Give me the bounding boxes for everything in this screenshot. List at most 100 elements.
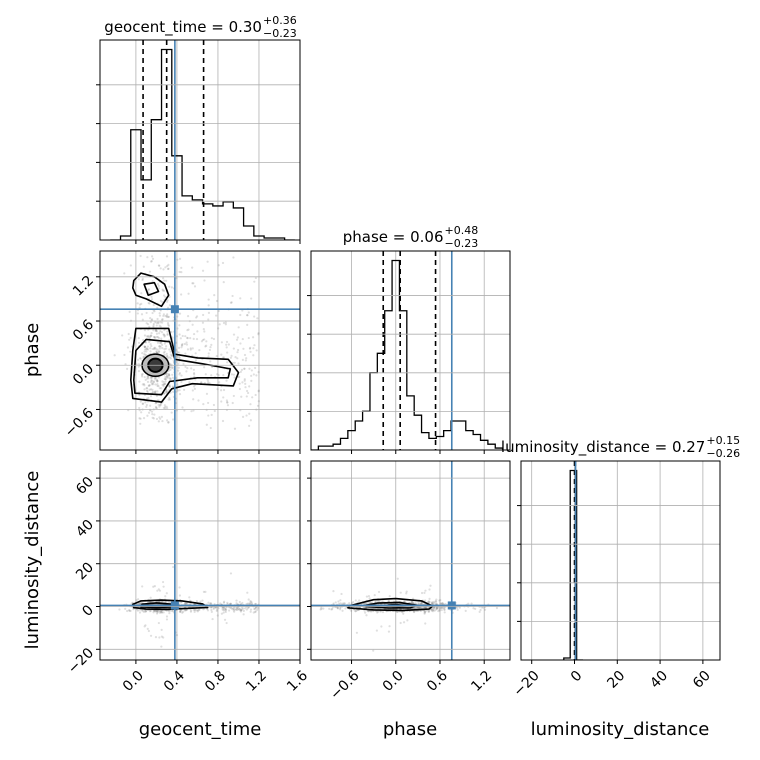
sample-point	[430, 609, 434, 612]
sample-point	[189, 609, 193, 612]
sample-point	[417, 601, 420, 604]
sample-point	[149, 334, 152, 337]
sample-point	[376, 610, 380, 613]
sample-point	[233, 610, 236, 613]
sample-point	[170, 365, 173, 368]
sample-point	[255, 349, 258, 352]
sample-point	[474, 607, 477, 610]
sample-point	[142, 338, 145, 342]
sample-point	[176, 327, 179, 330]
sample-point	[256, 404, 260, 407]
sample-point	[138, 303, 142, 306]
sample-point	[249, 599, 252, 603]
sample-point	[178, 594, 182, 597]
sample-point	[150, 255, 154, 258]
sample-point	[215, 608, 219, 611]
sample-point	[172, 390, 175, 393]
sample-point	[131, 601, 134, 604]
sample-point	[206, 378, 209, 381]
sample-point	[153, 609, 156, 612]
panel-content	[563, 461, 584, 660]
sample-point	[198, 608, 201, 612]
sample-point	[150, 334, 153, 337]
sample-point	[143, 384, 146, 387]
sample-point	[196, 330, 199, 333]
sample-point	[322, 607, 325, 610]
sample-point	[140, 292, 143, 295]
sample-point	[156, 610, 160, 613]
sample-point	[224, 321, 227, 324]
sample-point	[149, 388, 153, 391]
sample-point	[420, 606, 423, 610]
sample-point	[138, 602, 141, 605]
sample-point	[434, 600, 438, 603]
sample-point	[181, 611, 184, 614]
sample-point	[226, 361, 229, 364]
sample-point	[250, 600, 253, 603]
sample-point	[355, 631, 358, 634]
sample-point	[246, 323, 249, 326]
sample-point	[249, 403, 252, 406]
sample-point	[250, 379, 253, 382]
sample-point	[155, 330, 159, 333]
x-tick-label: 0.0	[380, 668, 407, 695]
sample-point	[129, 336, 132, 339]
sample-point	[143, 355, 146, 358]
sample-point	[159, 404, 162, 407]
sample-point	[168, 383, 171, 387]
sample-point	[136, 358, 140, 361]
sample-point	[336, 606, 339, 609]
sample-point	[162, 636, 165, 639]
sample-point	[230, 301, 233, 304]
sample-point	[343, 602, 346, 605]
y-tick-label: 20	[73, 559, 97, 583]
sample-point	[160, 387, 163, 390]
sample-point	[238, 382, 241, 385]
sample-point	[170, 286, 174, 289]
sample-point	[160, 318, 164, 321]
sample-point	[243, 379, 246, 382]
sample-point	[145, 322, 148, 325]
sample-point	[165, 405, 168, 408]
sample-point	[222, 611, 225, 614]
sample-point	[205, 340, 208, 343]
sample-point	[186, 315, 190, 318]
sample-point	[175, 349, 178, 352]
sample-point	[166, 322, 170, 325]
sample-point	[151, 388, 154, 391]
sample-point	[166, 332, 169, 335]
sample-point	[178, 324, 181, 327]
sample-point	[164, 378, 168, 381]
sample-point	[435, 607, 439, 610]
sample-point	[387, 630, 391, 633]
sample-point	[187, 292, 190, 295]
sample-point	[168, 398, 171, 401]
sample-point	[215, 609, 218, 613]
sample-point	[194, 609, 197, 612]
sample-point	[158, 345, 161, 348]
sample-point	[232, 394, 235, 398]
sample-point	[154, 376, 157, 379]
sample-point	[179, 609, 182, 612]
sample-point	[157, 621, 160, 625]
sample-point	[158, 611, 162, 614]
sample-point	[147, 340, 151, 344]
sample-point	[212, 607, 215, 610]
sample-point	[412, 610, 416, 614]
sample-point	[251, 336, 255, 339]
sample-point	[192, 398, 195, 401]
sample-point	[206, 609, 210, 612]
sample-point	[175, 360, 178, 363]
sample-point	[229, 602, 232, 605]
sample-point	[237, 362, 240, 365]
sample-point	[241, 601, 244, 605]
sample-point	[143, 345, 146, 348]
sample-point	[181, 342, 184, 346]
x-tick-label: 1.2	[468, 668, 495, 695]
sample-point	[160, 337, 163, 340]
sample-point	[141, 383, 144, 386]
sample-point	[163, 350, 166, 353]
sample-point	[170, 354, 173, 357]
sample-point	[160, 609, 163, 612]
sample-point	[185, 343, 189, 346]
